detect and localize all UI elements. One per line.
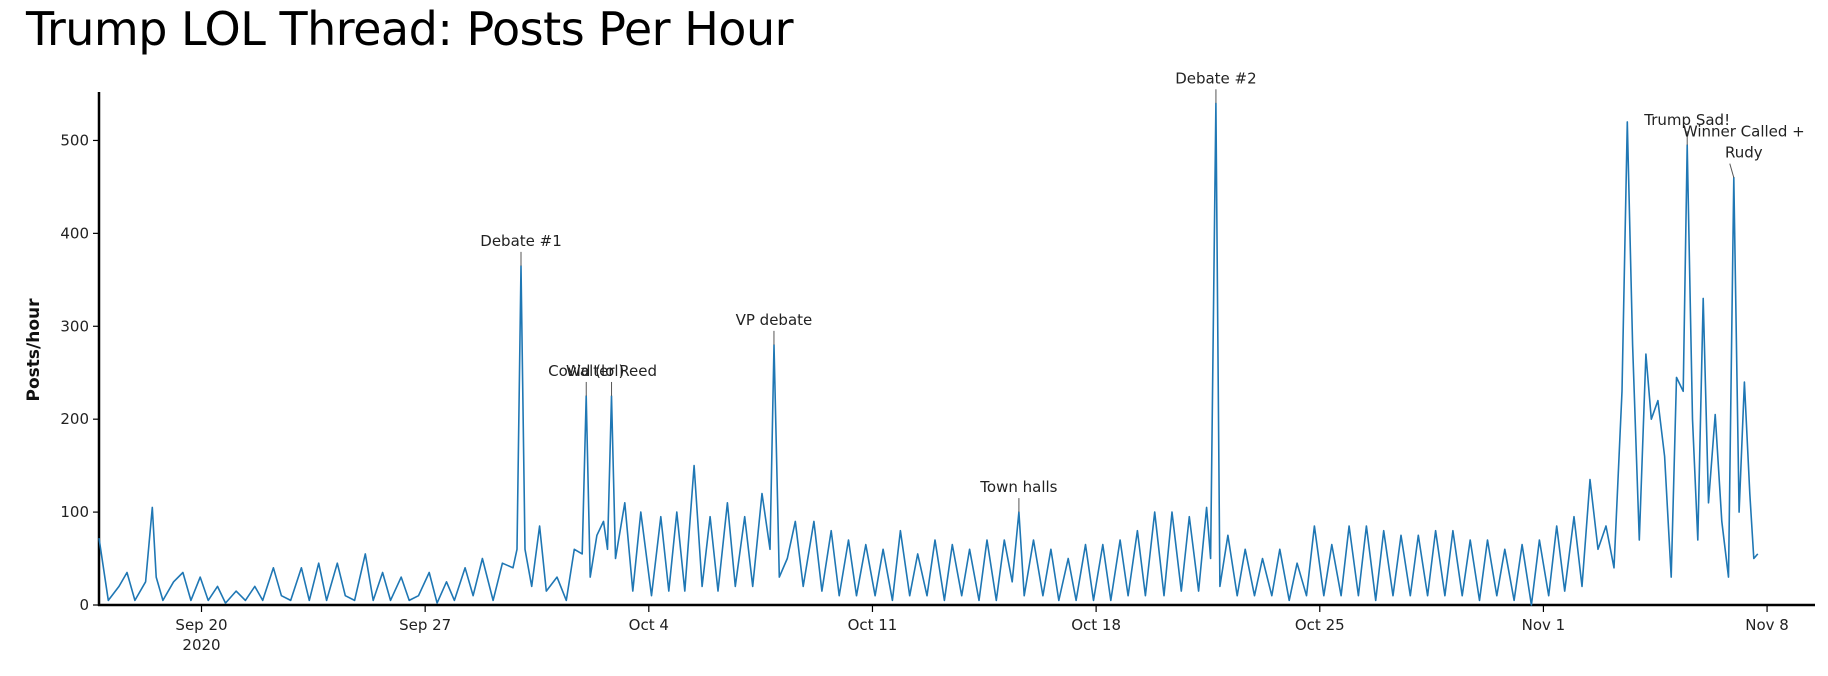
x-tick-label: Oct 4 — [629, 616, 669, 634]
y-axis: 0 100 200 300 400 500 — [60, 92, 101, 614]
annotation-label: Rudy — [1725, 144, 1763, 162]
annotation: VP debate — [736, 311, 813, 345]
annotation-leader — [1729, 163, 1735, 178]
y-tick-label: 200 — [60, 410, 89, 428]
annotation: Winner Called + Rudy — [1683, 123, 1805, 178]
annotation-label: Debate #1 — [480, 232, 561, 250]
x-tick-label: Oct 18 — [1071, 616, 1121, 634]
y-tick-label: 500 — [60, 131, 89, 149]
annotation: Town halls — [979, 478, 1058, 513]
series-line — [98, 102, 1759, 606]
y-tick-label: 300 — [60, 317, 89, 335]
x-tick-label: Nov 8 — [1745, 616, 1789, 634]
x-tick-label: Nov 1 — [1522, 616, 1566, 634]
page-title: Trump LOL Thread: Posts Per Hour — [26, 2, 794, 56]
annotation-label: Town halls — [979, 478, 1057, 496]
x-tick-sublabel: 2020 — [182, 636, 220, 654]
y-tick-label: 0 — [79, 596, 89, 614]
annotation-label: Walter Reed — [566, 362, 657, 380]
x-axis: Sep 20 2020 Sep 27 Oct 4 Oct 11 Oct 18 Oct 25 N… — [98, 603, 1815, 654]
annotation-label: Covid (lol) — [548, 362, 624, 380]
annotation: Walter Reed — [566, 362, 657, 396]
annotation: Debate #1 — [480, 232, 562, 266]
y-axis-label: Posts/hour — [24, 298, 44, 402]
x-tick-label: Oct 11 — [848, 616, 898, 634]
annotation: Covid (lol) — [548, 362, 624, 396]
annotation-label: Trump Sad! — [1643, 111, 1730, 129]
annotation: Trump Sad! — [1643, 111, 1730, 146]
annotation-label: VP debate — [736, 311, 813, 329]
annotation-label: Debate #2 — [1175, 69, 1256, 87]
x-tick-label: Oct 25 — [1295, 616, 1345, 634]
y-tick-label: 400 — [60, 224, 89, 242]
annotations: Debate #1 Covid (lol)Walter Reed VP debate… — [480, 69, 1805, 513]
annotation: Debate #2 — [1175, 69, 1257, 104]
x-tick-label: Sep 20 — [175, 616, 227, 634]
x-tick-label: Sep 27 — [399, 616, 451, 634]
annotation-label: Winner Called + — [1683, 123, 1805, 141]
y-tick-label: 100 — [60, 503, 89, 521]
